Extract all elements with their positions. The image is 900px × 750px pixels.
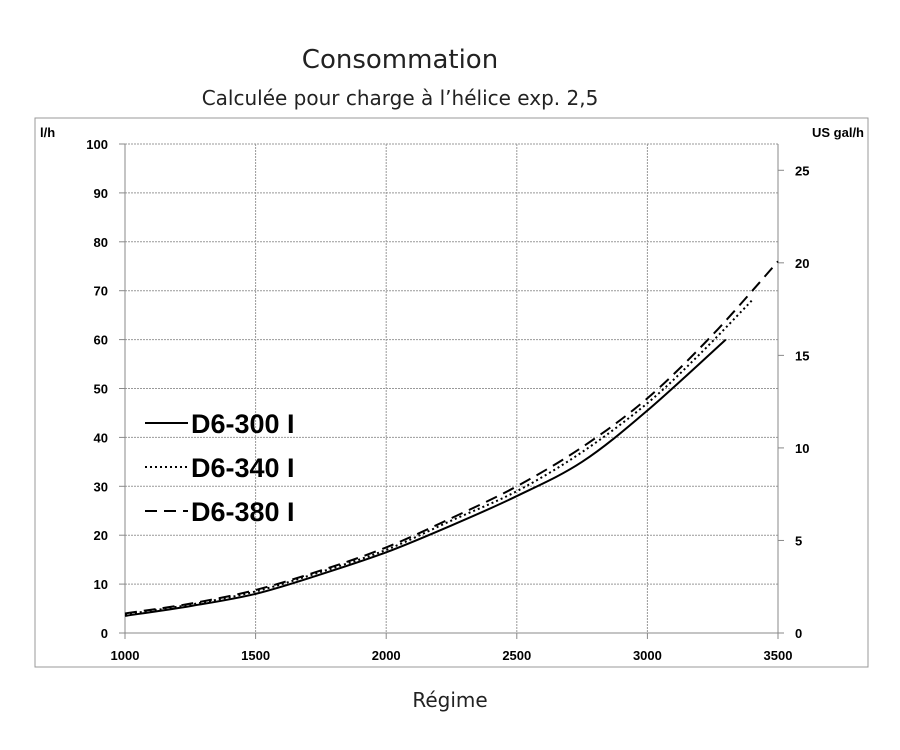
y-tick-label: 80 [94,235,108,250]
x-tick-label: 2500 [502,648,531,663]
x-tick-label: 3500 [764,648,793,663]
y2-tick-label: 20 [795,256,809,271]
series-line-d6-340-i [124,299,753,616]
legend-label: D6-300 I [191,409,295,439]
y2-tick-label: 15 [795,348,809,363]
x-tick-label: 1000 [111,648,140,663]
y-tick-label: 70 [94,284,108,299]
y2-tick-label: 25 [795,163,809,178]
x-tick-label: 3000 [633,648,662,663]
y-tick-label: 40 [94,430,108,445]
y-axis-label: l/h [40,125,55,140]
y-tick-label: 60 [94,333,108,348]
y2-tick-label: 10 [795,441,809,456]
chart-frame [34,117,869,668]
legend-label: D6-340 I [191,453,295,483]
chart-title: Consommation [301,45,499,75]
y-tick-label: 50 [94,382,108,397]
x-tick-label: 1500 [241,648,270,663]
series-line-d6-300-i [124,338,727,617]
x-axis-label: Régime [412,688,488,712]
series-line-d6-380-i [124,260,779,615]
x-tick-label: 2000 [372,648,401,663]
y2-axis-label: US gal/h [812,125,864,140]
y-tick-label: 30 [94,479,108,494]
y-tick-label: 90 [94,186,108,201]
y-tick-label: 20 [94,528,108,543]
chart-subtitle: Calculée pour charge à l’hélice exp. 2,5 [201,86,599,110]
y-tick-label: 10 [94,577,108,592]
y-tick-label: 100 [86,137,108,152]
y2-tick-label: 5 [795,533,802,548]
y-tick-label: 0 [101,626,108,641]
y2-tick-label: 0 [795,626,802,641]
legend-label: D6-380 I [191,497,295,527]
